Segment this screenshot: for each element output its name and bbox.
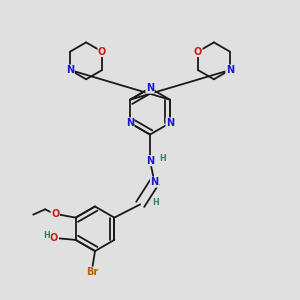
Text: O: O [194,46,202,57]
Text: O: O [98,46,106,57]
Text: N: N [166,118,174,128]
Text: O: O [50,233,58,243]
Text: N: N [146,156,154,166]
Text: N: N [150,177,158,187]
Text: N: N [126,118,134,128]
Text: H: H [152,197,159,206]
Text: N: N [226,65,234,75]
Text: N: N [66,65,74,75]
Text: O: O [51,209,59,219]
Text: H: H [44,231,50,240]
Text: Br: Br [86,268,98,278]
Text: N: N [146,83,154,93]
Text: H: H [159,154,166,164]
